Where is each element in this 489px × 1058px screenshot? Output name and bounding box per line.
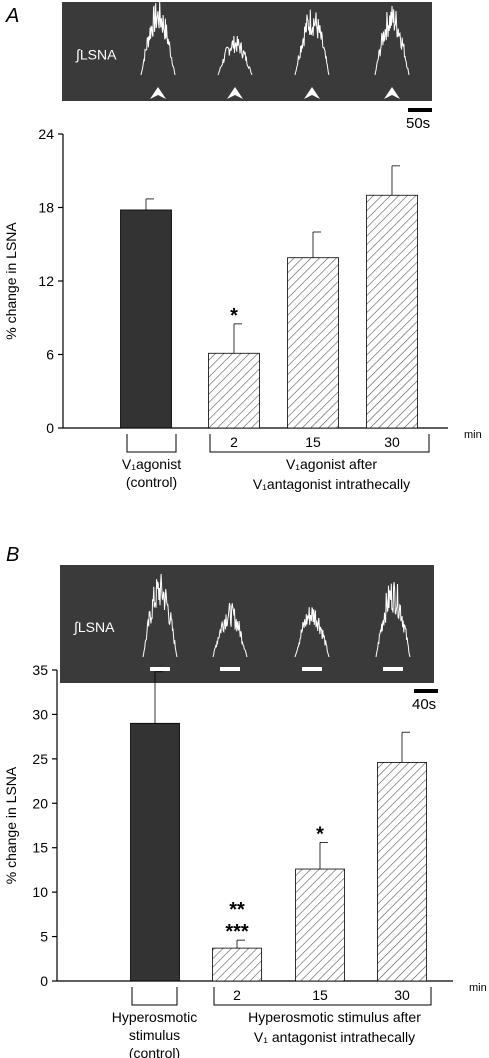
- trace-burst: [294, 607, 330, 658]
- time-scale-label: 40s: [412, 696, 436, 713]
- stimulus-bar-marker: [383, 667, 403, 671]
- panel-a: ∫LSNA 50s 0 6 12 18 24 % change in LSNA * 2 15 30 mi…: [3, 1, 482, 492]
- treatment-group-label: V₁ antagonist intrathecally: [254, 1029, 415, 1045]
- y-tick-label: 5: [40, 929, 48, 945]
- trace-label: ∫LSNA: [73, 619, 115, 635]
- trace-burst: [217, 35, 253, 76]
- control-group-label: (control): [126, 474, 177, 490]
- x-tick-label: 15: [305, 434, 321, 450]
- control-group-label: (control): [129, 1045, 180, 1058]
- bar: [130, 722, 180, 982]
- bar: [287, 257, 339, 429]
- y-tick-label: 0: [40, 973, 48, 989]
- trace-burst: [140, 1, 176, 76]
- trace-burst: [212, 602, 248, 658]
- bar: [377, 762, 427, 982]
- treatment-group-label: V₁agonist after: [286, 456, 377, 472]
- stimulus-arrowhead-icon: [304, 87, 320, 99]
- y-tick-label: 12: [38, 273, 54, 289]
- x-tick-label: 15: [312, 987, 328, 1003]
- significance-marker: ***: [225, 921, 249, 943]
- x-tick-label: 2: [233, 987, 241, 1003]
- trace-background: [60, 565, 434, 683]
- y-tick-label: 15: [32, 840, 48, 856]
- y-tick-label: 35: [32, 662, 48, 678]
- y-tick-label: 30: [32, 706, 48, 722]
- panel-a-label: A: [5, 5, 19, 27]
- trace-burst: [294, 9, 330, 76]
- panel-b-label: B: [6, 544, 19, 566]
- y-tick-label: 10: [32, 884, 48, 900]
- time-scale-label: 50s: [406, 115, 430, 132]
- bar: [120, 209, 172, 429]
- x-tick-label: 30: [394, 987, 410, 1003]
- y-tick-label: 6: [46, 347, 54, 363]
- trace-burst: [375, 582, 411, 658]
- trace-burst: [374, 5, 410, 76]
- bar: [295, 868, 345, 982]
- group-bracket: [126, 434, 177, 453]
- stimulus-bar-marker: [150, 667, 170, 671]
- trace-background: [62, 2, 432, 101]
- y-axis-title: % change in LSNA: [3, 222, 19, 340]
- bar: [208, 352, 260, 429]
- y-tick-label: 0: [46, 420, 54, 436]
- y-axis-title: % change in LSNA: [3, 766, 19, 884]
- stimulus-arrowhead-icon: [384, 87, 400, 99]
- treatment-group-label: Hyperosmotic stimulus after: [248, 1009, 421, 1025]
- significance-marker: *: [230, 305, 238, 327]
- control-group-label: Hyperosmotic: [112, 1009, 198, 1025]
- control-group-label: V₁agonist: [122, 456, 181, 472]
- trace-burst: [142, 573, 178, 658]
- bar: [366, 194, 418, 429]
- y-tick-label: 18: [38, 200, 54, 216]
- y-tick-label: 25: [32, 751, 48, 767]
- y-tick-label: 24: [38, 126, 54, 142]
- trace-label: ∫LSNA: [75, 47, 117, 63]
- stimulus-bar-marker: [220, 667, 240, 671]
- stimulus-bar-marker: [302, 667, 322, 671]
- time-scale-bar: [414, 689, 438, 693]
- unit-label: min: [464, 429, 482, 441]
- unit-label: min: [469, 982, 487, 994]
- stimulus-arrowhead-icon: [227, 87, 243, 99]
- group-bracket: [209, 434, 430, 453]
- treatment-group-label: V₁antagonist intrathecally: [253, 476, 410, 492]
- x-tick-label: 2: [230, 434, 238, 450]
- stimulus-arrowhead-icon: [150, 87, 166, 99]
- x-tick-label: 30: [384, 434, 400, 450]
- bar: [212, 947, 262, 982]
- significance-marker: *: [316, 823, 324, 845]
- significance-marker: **: [229, 899, 245, 921]
- y-tick-label: 20: [32, 795, 48, 811]
- group-bracket: [131, 987, 178, 1006]
- group-bracket: [213, 987, 432, 1006]
- control-group-label: stimulus: [129, 1027, 180, 1043]
- time-scale-bar: [408, 108, 432, 112]
